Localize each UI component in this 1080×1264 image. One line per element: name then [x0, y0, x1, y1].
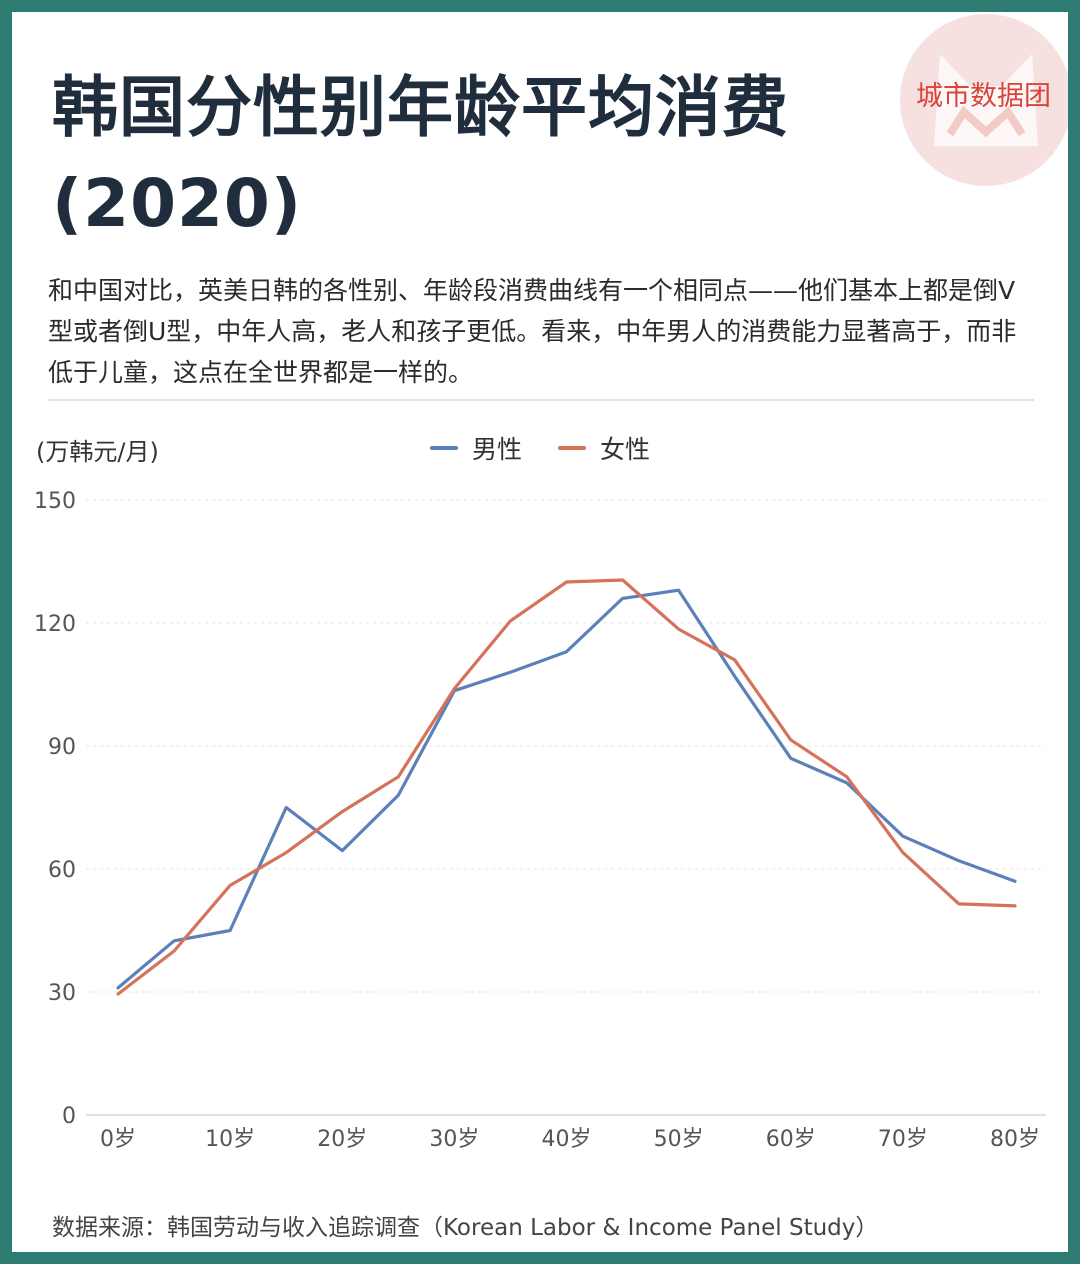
cat-head-logo-watermark-icon	[900, 14, 1068, 186]
y-tick-label-30: 30	[48, 981, 76, 1006]
series-line-male	[116, 588, 1017, 990]
y-tick-label-90: 90	[48, 735, 76, 760]
description-text: 和中国对比，英美日韩的各性别、年龄段消费曲线有一个相同点——他们基本上都是倒V型…	[48, 276, 1017, 387]
x-tick-label-70: 70岁	[878, 1127, 928, 1152]
x-tick-label-10: 10岁	[205, 1127, 255, 1152]
series-line-female	[116, 578, 1017, 996]
legend-swatch-female	[558, 446, 587, 450]
brand-name: 城市数据团	[916, 81, 1051, 112]
y-tick-label-0: 0	[62, 1104, 76, 1129]
x-tick-label-0: 0岁	[100, 1127, 136, 1152]
page-title: 韩国分性别年龄平均消费(2020)	[52, 69, 789, 242]
x-tick-label-30: 30岁	[429, 1127, 479, 1152]
source-note: 数据来源：韩国劳动与收入追踪调查（Korean Labor & Income P…	[52, 1215, 879, 1241]
x-tick-label-50: 50岁	[654, 1127, 704, 1152]
y-tick-label-120: 120	[34, 612, 76, 637]
legend-label-male: 男性	[472, 435, 523, 464]
x-tick-label-20: 20岁	[317, 1127, 367, 1152]
legend-item-female: 女性	[558, 430, 650, 466]
legend-item-male: 男性	[430, 430, 522, 466]
x-tick-label-60: 60岁	[766, 1127, 816, 1152]
x-tick-label-80: 80岁	[990, 1127, 1040, 1152]
chart-legend: 男性 女性	[430, 430, 686, 466]
line-chart: 0 30 60 90 120 150 0岁 10岁 20岁 30岁 40岁 50岁 60岁 70岁 80岁	[34, 489, 1046, 1152]
x-tick-label-40: 40岁	[542, 1127, 592, 1152]
divider	[48, 399, 1034, 401]
y-axis-unit-label: (万韩元/月)	[36, 438, 159, 466]
y-tick-label-60: 60	[48, 858, 76, 883]
infographic-card: 城市数据团 韩国分性别年龄平均消费(2020) 和中国对比，英美日韩的各性别、年…	[12, 12, 1068, 1252]
y-tick-label-150: 150	[34, 489, 76, 514]
legend-swatch-male	[430, 446, 458, 450]
legend-label-female: 女性	[600, 435, 651, 464]
